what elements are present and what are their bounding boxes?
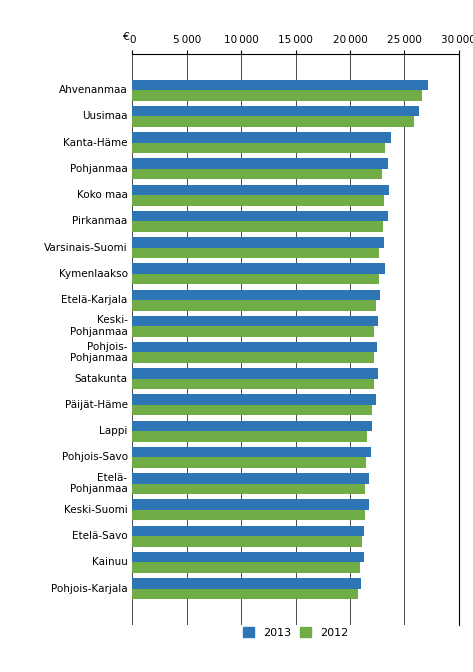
Bar xyxy=(132,447,371,458)
Bar xyxy=(132,499,368,510)
Bar xyxy=(132,379,374,389)
Bar xyxy=(132,237,384,247)
Legend: 2013, 2012: 2013, 2012 xyxy=(238,623,353,642)
Bar xyxy=(132,368,378,379)
Bar xyxy=(132,80,429,90)
Bar xyxy=(132,510,365,520)
Bar xyxy=(132,185,389,195)
Bar xyxy=(132,116,414,127)
Bar xyxy=(132,484,365,494)
Bar xyxy=(132,169,382,179)
Bar xyxy=(132,274,379,284)
Bar xyxy=(132,536,362,546)
Bar xyxy=(132,142,385,153)
Bar xyxy=(132,290,380,300)
Bar xyxy=(132,326,374,337)
Bar xyxy=(132,221,383,232)
Bar xyxy=(132,421,372,431)
Bar xyxy=(132,405,372,415)
Bar xyxy=(132,589,358,599)
Bar xyxy=(132,473,368,484)
Bar xyxy=(132,342,377,353)
Bar xyxy=(132,552,364,562)
Bar xyxy=(132,195,384,206)
Bar xyxy=(132,159,388,169)
Bar xyxy=(132,353,374,363)
Bar xyxy=(132,90,422,101)
Bar xyxy=(132,316,378,326)
Bar xyxy=(132,458,366,468)
Bar xyxy=(132,562,360,573)
Text: €: € xyxy=(122,32,129,42)
Bar xyxy=(132,578,361,589)
Bar xyxy=(132,263,385,274)
Bar xyxy=(132,431,368,442)
Bar xyxy=(132,394,376,405)
Bar xyxy=(132,247,379,258)
Bar xyxy=(132,132,391,142)
Bar xyxy=(132,106,419,116)
Bar xyxy=(132,300,376,310)
Bar xyxy=(132,211,388,221)
Bar xyxy=(132,526,364,536)
